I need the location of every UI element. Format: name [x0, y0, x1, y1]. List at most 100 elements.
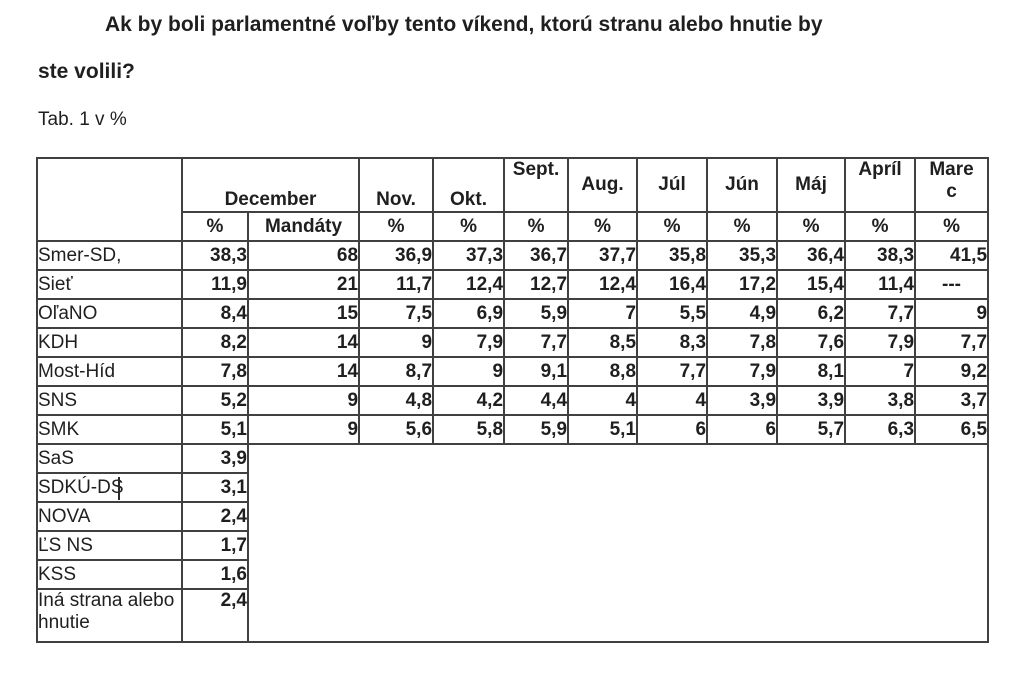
- value-cell[interactable]: 15,4: [776, 269, 847, 300]
- value-cell[interactable]: 7,9: [706, 356, 779, 387]
- value-cell[interactable]: 3,1: [181, 472, 249, 503]
- value-cell[interactable]: 9,2: [914, 356, 990, 387]
- col-header-sept[interactable]: Sept.: [503, 157, 570, 213]
- subheader-percent[interactable]: %: [914, 211, 990, 242]
- value-cell[interactable]: 15: [246, 298, 361, 329]
- value-cell[interactable]: 5,5: [636, 298, 709, 329]
- value-cell[interactable]: 1,7: [181, 530, 249, 561]
- party-name-cell[interactable]: OľaNO: [36, 298, 183, 329]
- subheader-percent[interactable]: %: [358, 211, 435, 242]
- value-cell[interactable]: 4: [567, 385, 639, 416]
- subheader-percent[interactable]: %: [636, 211, 709, 242]
- value-cell[interactable]: 8,3: [636, 327, 709, 358]
- document-title-line-1[interactable]: Ak by boli parlamentné voľby tento víken…: [105, 13, 823, 36]
- table-caption[interactable]: Tab. 1 v %: [38, 109, 127, 130]
- subheader-percent[interactable]: %: [844, 211, 917, 242]
- value-cell[interactable]: 9: [432, 356, 506, 387]
- value-cell[interactable]: 8,8: [567, 356, 639, 387]
- value-cell[interactable]: 36,7: [503, 240, 570, 271]
- value-cell[interactable]: 12,4: [567, 269, 639, 300]
- col-header-jun[interactable]: Jún: [706, 157, 779, 213]
- value-cell[interactable]: 8,1: [776, 356, 847, 387]
- value-cell[interactable]: 37,3: [432, 240, 506, 271]
- value-cell[interactable]: 8,4: [181, 298, 249, 329]
- value-cell[interactable]: 4,4: [503, 385, 570, 416]
- value-cell[interactable]: 9: [358, 327, 435, 358]
- value-cell[interactable]: 3,9: [706, 385, 779, 416]
- value-cell[interactable]: 4,2: [432, 385, 506, 416]
- col-header-aug[interactable]: Aug.: [567, 157, 639, 213]
- value-cell[interactable]: 5,9: [503, 298, 570, 329]
- subheader-percent[interactable]: %: [776, 211, 847, 242]
- empty-region-cell[interactable]: [246, 443, 990, 643]
- party-name-cell[interactable]: SDKÚ-DS: [36, 472, 183, 503]
- party-name-cell[interactable]: SNS: [36, 385, 183, 416]
- value-cell[interactable]: 11,7: [358, 269, 435, 300]
- value-cell[interactable]: 7,9: [432, 327, 506, 358]
- value-cell[interactable]: 7,7: [914, 327, 990, 358]
- value-cell[interactable]: 8,5: [567, 327, 639, 358]
- corner-empty-cell[interactable]: [36, 157, 183, 242]
- value-cell[interactable]: 14: [246, 356, 361, 387]
- value-cell[interactable]: 2,4: [181, 501, 249, 532]
- value-cell[interactable]: 6,3: [844, 414, 917, 445]
- value-cell[interactable]: 5,8: [432, 414, 506, 445]
- subheader-mandaty[interactable]: Mandáty: [246, 211, 361, 242]
- party-name-cell[interactable]: Smer-SD,: [36, 240, 183, 271]
- value-cell[interactable]: 5,1: [567, 414, 639, 445]
- value-cell[interactable]: 4: [636, 385, 709, 416]
- value-cell[interactable]: 37,7: [567, 240, 639, 271]
- value-cell[interactable]: 7,7: [636, 356, 709, 387]
- value-cell[interactable]: 9: [246, 414, 361, 445]
- value-cell[interactable]: 12,7: [503, 269, 570, 300]
- party-name-cell[interactable]: NOVA: [36, 501, 183, 532]
- value-cell[interactable]: 6: [636, 414, 709, 445]
- value-cell[interactable]: 7,5: [358, 298, 435, 329]
- value-cell[interactable]: 8,2: [181, 327, 249, 358]
- value-cell[interactable]: 8,7: [358, 356, 435, 387]
- subheader-percent[interactable]: %: [432, 211, 506, 242]
- value-cell[interactable]: 7,6: [776, 327, 847, 358]
- party-name-cell[interactable]: KDH: [36, 327, 183, 358]
- value-cell-no-data[interactable]: ---: [914, 269, 990, 300]
- col-header-nov[interactable]: Nov.: [358, 157, 435, 213]
- value-cell[interactable]: 5,6: [358, 414, 435, 445]
- value-cell[interactable]: 4,9: [706, 298, 779, 329]
- value-cell[interactable]: 2,4: [181, 588, 249, 643]
- value-cell[interactable]: 3,9: [181, 443, 249, 474]
- col-header-marec[interactable]: Marec: [914, 157, 990, 213]
- value-cell[interactable]: 12,4: [432, 269, 506, 300]
- value-cell[interactable]: 7,8: [181, 356, 249, 387]
- value-cell[interactable]: 7: [567, 298, 639, 329]
- value-cell[interactable]: 11,9: [181, 269, 249, 300]
- value-cell[interactable]: 7,9: [844, 327, 917, 358]
- col-header-jul[interactable]: Júl: [636, 157, 709, 213]
- value-cell[interactable]: 5,1: [181, 414, 249, 445]
- value-cell[interactable]: 17,2: [706, 269, 779, 300]
- party-name-cell[interactable]: SMK: [36, 414, 183, 445]
- value-cell[interactable]: 36,4: [776, 240, 847, 271]
- value-cell[interactable]: 9: [246, 385, 361, 416]
- value-cell[interactable]: 3,8: [844, 385, 917, 416]
- col-header-april[interactable]: Apríl: [844, 157, 917, 213]
- value-cell[interactable]: 11,4: [844, 269, 917, 300]
- value-cell[interactable]: 68: [246, 240, 361, 271]
- value-cell[interactable]: 5,9: [503, 414, 570, 445]
- value-cell[interactable]: 3,7: [914, 385, 990, 416]
- party-name-cell[interactable]: Sieť: [36, 269, 183, 300]
- party-name-cell[interactable]: Most-Híd: [36, 356, 183, 387]
- col-header-okt[interactable]: Okt.: [432, 157, 506, 213]
- party-name-cell[interactable]: KSS: [36, 559, 183, 590]
- subheader-percent[interactable]: %: [706, 211, 779, 242]
- value-cell[interactable]: 9,1: [503, 356, 570, 387]
- value-cell[interactable]: 16,4: [636, 269, 709, 300]
- value-cell[interactable]: 6: [706, 414, 779, 445]
- col-header-maj[interactable]: Máj: [776, 157, 847, 213]
- value-cell[interactable]: 21: [246, 269, 361, 300]
- value-cell[interactable]: 38,3: [844, 240, 917, 271]
- party-name-cell[interactable]: ĽS NS: [36, 530, 183, 561]
- value-cell[interactable]: 36,9: [358, 240, 435, 271]
- subheader-percent[interactable]: %: [567, 211, 639, 242]
- value-cell[interactable]: 14: [246, 327, 361, 358]
- value-cell[interactable]: 4,8: [358, 385, 435, 416]
